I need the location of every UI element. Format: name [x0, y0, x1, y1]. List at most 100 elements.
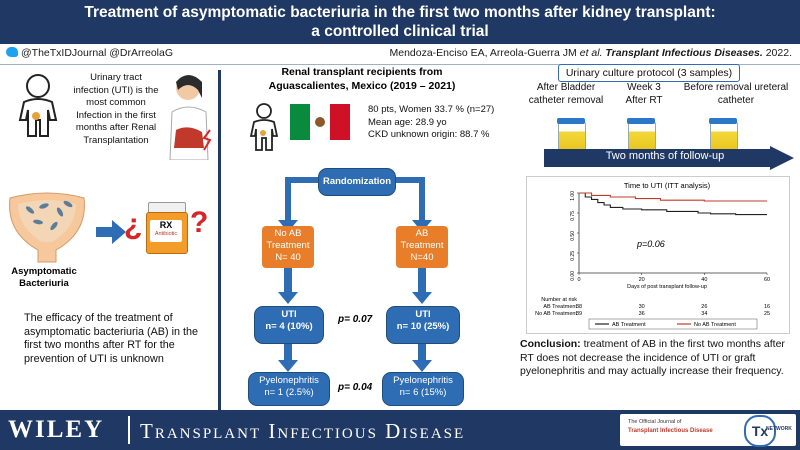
km-chart-panel: Time to UTI (ITT analysis) 0 20 40 60 0.00 0.… — [526, 176, 790, 334]
twitter-bird-icon — [6, 47, 18, 57]
protocol-title: Urinary culture protocol (3 samples) — [558, 64, 740, 82]
km-y-tick-label: 0.00 — [570, 271, 576, 281]
tx-logo-text: Tx — [751, 423, 769, 439]
km-risk-value: 39 — [576, 311, 582, 317]
km-x-tick-label: 20 — [639, 277, 645, 283]
km-x-tick-label: 0 — [577, 277, 580, 283]
p-value-uti: p= 0.07 — [338, 314, 373, 325]
title-line-2: a controlled clinical trial — [311, 23, 489, 40]
km-chart: Time to UTI (ITT analysis) 0 20 40 60 0.00 0.… — [535, 181, 770, 330]
km-risk-value: 26 — [701, 304, 707, 310]
tx-network-icon: Tx — [744, 415, 776, 447]
official-journal-small: The Official Journal of — [628, 419, 682, 425]
citation-journal: Transplant Infectious Diseases. — [605, 47, 763, 59]
randomization-box: Randomization — [318, 168, 396, 196]
no-ab-line1: No AB — [274, 228, 302, 239]
uti-ab-line2: n= 10 (25%) — [396, 321, 450, 332]
km-y-tick-label: 0.75 — [570, 211, 576, 221]
km-risk-value: 25 — [764, 311, 770, 317]
km-legend-box — [588, 318, 758, 330]
question-mark: ? — [190, 206, 209, 239]
km-legend-label: AB Treatment — [612, 322, 646, 328]
uti-description: Urinary tract infection (UTI) is the mos… — [73, 72, 159, 146]
footer: WILEY Transplant Infectious Disease The … — [0, 410, 800, 450]
ab-line3: N=40 — [410, 252, 434, 263]
followup-arrow — [544, 146, 794, 170]
right-arrow-icon — [96, 220, 126, 244]
uti-no-ab-line2: n= 4 (10%) — [265, 321, 313, 332]
antibiotic-bottle-icon: RX Antibiotic — [146, 202, 188, 254]
page-title: Treatment of asymptomatic bacteriuria in… — [0, 0, 800, 41]
citation: Mendoza-Enciso EA, Arreola-Guerra JM et … — [389, 47, 792, 59]
mexico-flag-icon — [290, 104, 350, 140]
conclusion: Conclusion: treatment of AB in the first… — [520, 338, 792, 379]
uti-ab-box: UTI n= 10 (25%) — [386, 306, 460, 344]
flow-connectors — [278, 177, 432, 372]
rx-label: RX — [159, 220, 173, 230]
km-p-value: p=0.06 — [636, 239, 665, 249]
footer-logo-panel: The Official Journal of Transplant Infec… — [620, 414, 796, 447]
stat-ckd: CKD unknown origin: 88.7 % — [368, 129, 490, 140]
pyelo-no-ab-box: Pyelonephritis n= 1 (2.5%) — [248, 372, 330, 406]
km-y-tick-label: 0.25 — [570, 251, 576, 261]
patient-figure-icon — [18, 74, 58, 137]
ab-treatment-box: AB Treatment N=40 — [396, 226, 448, 268]
twitter-handles: @TheTxIDJournal @DrArreolaG — [6, 47, 173, 59]
bladder-bacteria-icon — [9, 192, 85, 263]
km-risk-row-label: AB Treatment — [543, 304, 577, 310]
citation-authors: Mendoza-Enciso EA, Arreola-Guerra JM — [389, 47, 577, 59]
uti-no-ab-line1: UTI — [281, 309, 297, 320]
sample-1-label: After Bladder catheter removal — [528, 82, 604, 106]
wiley-logo: WILEY — [8, 416, 105, 443]
asymptomatic-bacteriuria-label: Asymptomatic Bacteriuria — [11, 266, 77, 289]
ab-line2: Treatment — [400, 240, 444, 251]
efficacy-statement: The efficacy of the treatment of asympto… — [24, 312, 199, 365]
km-y-tick-label: 1.00 — [570, 191, 576, 201]
conclusion-text: treatment of AB in the first two months … — [520, 338, 785, 377]
recipient-figure-icon — [249, 103, 279, 151]
km-risk-value: 30 — [639, 304, 645, 310]
km-risk-value: 34 — [701, 311, 707, 317]
p-value-pyelo: p= 0.04 — [338, 382, 373, 393]
stat-age: Mean age: 28.9 yo — [368, 116, 447, 128]
sample-2-label: Week 3 After RT — [614, 82, 674, 107]
handle-bar: @TheTxIDJournal @DrArreolaG Mendoza-Enci… — [0, 44, 800, 65]
pyelo-ab-line1: Pyelonephritis — [393, 375, 453, 386]
rx-sub-label: Antibiotic — [154, 231, 178, 237]
ab-line1: AB — [415, 228, 429, 239]
pyelo-ab-line2: n= 6 (15%) — [399, 387, 447, 398]
cohort-title: Renal transplant recipients from Aguasca… — [268, 66, 456, 92]
cohort-stats: 80 pts, Women 33.7 % (n=27) Mean age: 28… — [368, 104, 494, 142]
km-risk-header: Number at risk — [541, 297, 577, 303]
citation-etal: et al. — [579, 47, 603, 59]
pyelo-no-ab-line1: Pyelonephritis — [259, 375, 319, 386]
km-legend-label: No AB Treatment — [694, 322, 736, 328]
km-y-tick-label: 0.50 — [570, 231, 576, 241]
km-series-ab-treatment — [579, 192, 767, 216]
followup-label: Two months of follow-up — [605, 150, 725, 162]
km-risk-value: 38 — [576, 304, 582, 310]
journal-name: Transplant Infectious Disease — [140, 419, 466, 443]
no-ab-treatment-box: No AB Treatment N= 40 — [262, 226, 314, 268]
inverted-question-mark: ¿ — [124, 208, 143, 241]
uti-ab-line1: UTI — [415, 309, 431, 320]
km-x-label: Days of post transplant follow-up — [627, 284, 707, 290]
urine-cup-3-icon — [709, 118, 738, 154]
official-journal-name: Transplant Infectious Disease — [628, 428, 713, 434]
urine-cup-1-icon — [557, 118, 586, 154]
uti-no-ab-box: UTI n= 4 (10%) — [254, 306, 324, 344]
pyelo-no-ab-line2: n= 1 (2.5%) — [264, 387, 314, 398]
title-bar: Treatment of asymptomatic bacteriuria in… — [0, 0, 800, 44]
sample-3-label: Before removal ureteral catheter — [683, 82, 789, 106]
urine-cup-2-icon — [627, 118, 656, 154]
citation-year: 2022. — [765, 47, 792, 59]
pyelo-ab-box: Pyelonephritis n= 6 (15%) — [382, 372, 464, 406]
conclusion-label: Conclusion: — [520, 338, 581, 350]
column-divider — [218, 70, 221, 410]
km-x-tick-label: 60 — [764, 277, 770, 283]
title-line-1: Treatment of asymptomatic bacteriuria in… — [84, 4, 716, 21]
tx-network-text: NETWORK — [766, 426, 792, 432]
stat-women: 80 pts, Women 33.7 % (n=27) — [368, 104, 495, 115]
sample-2-line2: After RT — [625, 94, 663, 106]
no-ab-line3: N= 40 — [275, 252, 301, 263]
